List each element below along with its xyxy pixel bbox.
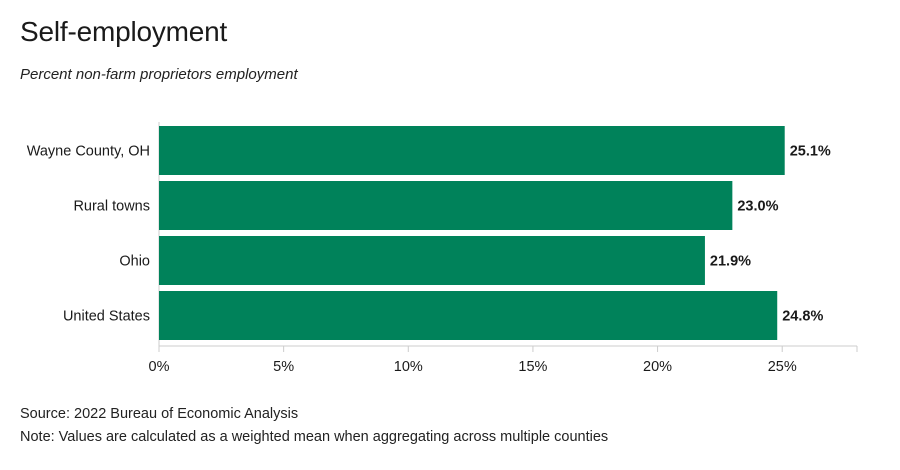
category-label: Ohio bbox=[119, 254, 150, 270]
methodology-note: Note: Values are calculated as a weighte… bbox=[20, 429, 609, 445]
bar bbox=[159, 126, 785, 175]
x-tick-label: 5% bbox=[273, 359, 294, 375]
x-tick-label: 15% bbox=[518, 359, 547, 375]
value-label: 25.1% bbox=[790, 144, 831, 160]
source-note: Source: 2022 Bureau of Economic Analysis bbox=[20, 406, 299, 422]
chart-footer: Source: 2022 Bureau of Economic Analysis… bbox=[20, 403, 608, 449]
bar bbox=[159, 236, 705, 285]
category-label: Rural towns bbox=[73, 199, 150, 215]
chart-title: Self-employment bbox=[20, 16, 228, 47]
x-tick-label: 10% bbox=[394, 359, 423, 375]
chart-subtitle: Percent non-farm proprietors employment bbox=[20, 66, 298, 83]
x-tick-label: 0% bbox=[149, 359, 170, 375]
category-label: United States bbox=[63, 309, 150, 325]
value-label: 21.9% bbox=[710, 254, 751, 270]
x-tick-label: 25% bbox=[768, 359, 797, 375]
value-label: 24.8% bbox=[782, 309, 823, 325]
bar bbox=[159, 181, 733, 230]
bar bbox=[159, 291, 778, 340]
x-tick-label: 20% bbox=[643, 359, 672, 375]
value-label: 23.0% bbox=[737, 199, 778, 215]
category-label: Wayne County, OH bbox=[27, 144, 150, 160]
